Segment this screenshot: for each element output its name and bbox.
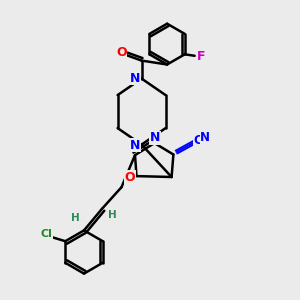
- Text: N: N: [200, 131, 210, 144]
- Text: N: N: [130, 71, 140, 85]
- Text: Cl: Cl: [40, 229, 52, 239]
- Text: N: N: [130, 139, 140, 152]
- Text: N: N: [150, 131, 160, 144]
- Text: H: H: [71, 213, 80, 224]
- Text: O: O: [124, 171, 135, 184]
- Text: F: F: [196, 50, 205, 63]
- Text: O: O: [116, 46, 127, 59]
- Text: H: H: [108, 210, 117, 220]
- Text: C: C: [193, 134, 202, 147]
